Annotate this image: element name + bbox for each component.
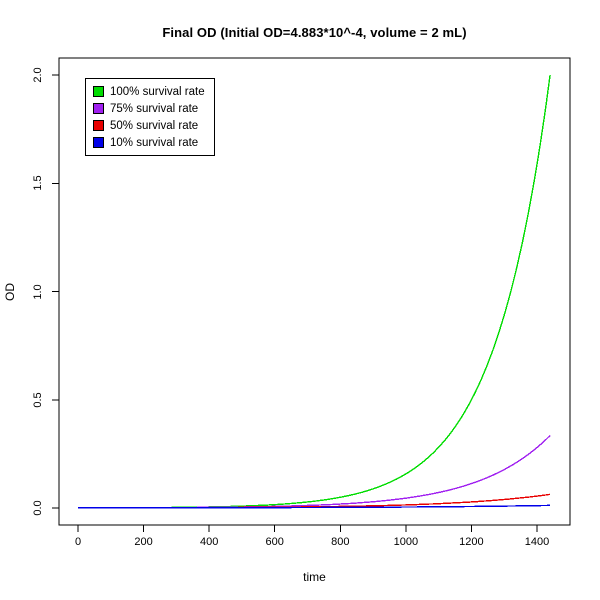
legend-item: 75% survival rate <box>93 100 214 117</box>
y-axis-label: OD <box>3 283 17 301</box>
legend-label: 50% survival rate <box>110 119 199 132</box>
legend-item: 100% survival rate <box>93 83 214 100</box>
legend-label: 75% survival rate <box>110 102 199 115</box>
legend-swatch-icon <box>93 137 104 148</box>
x-tick-label: 1000 <box>393 536 419 548</box>
legend-swatch-icon <box>93 86 104 97</box>
x-tick-label: 800 <box>331 536 350 548</box>
legend-label: 10% survival rate <box>110 136 199 149</box>
legend-item: 10% survival rate <box>93 134 214 151</box>
x-tick-label: 200 <box>134 536 153 548</box>
x-tick-label: 600 <box>265 536 284 548</box>
curve-75-percent-survival <box>78 434 551 509</box>
legend-label: 100% survival rate <box>110 85 205 98</box>
curve-10-percent-survival <box>78 504 551 509</box>
x-tick-label: 400 <box>199 536 219 548</box>
x-tick-label: 1200 <box>459 536 484 548</box>
x-tick-label: 1400 <box>524 536 550 548</box>
y-tick-label: 0.5 <box>32 392 44 408</box>
legend-swatch-icon <box>93 120 104 131</box>
x-axis-label: time <box>303 570 326 584</box>
legend-item: 50% survival rate <box>93 117 214 134</box>
chart-title: Final OD (Initial OD=4.883*10^-4, volume… <box>162 25 467 40</box>
x-tick-label: 0 <box>74 536 82 548</box>
y-tick-label: 1.0 <box>32 283 44 300</box>
y-tick-label: 1.5 <box>32 175 44 191</box>
y-tick-label: 0.0 <box>32 500 44 516</box>
legend-swatch-icon <box>93 103 104 114</box>
y-tick-label: 2.0 <box>32 67 44 83</box>
legend-box: 100% survival rate 75% survival rate 50% s… <box>85 78 215 156</box>
